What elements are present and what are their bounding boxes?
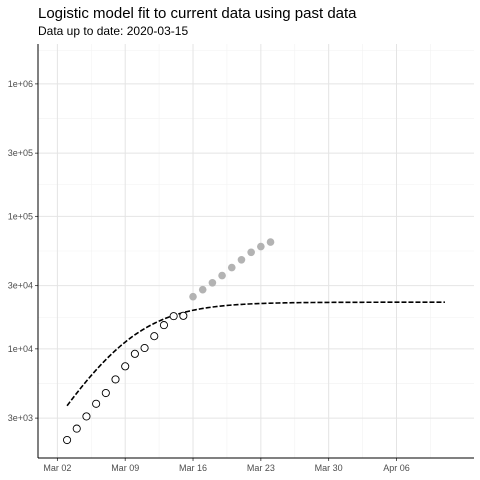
- fit-layer: [66, 301, 445, 407]
- x-tick-label: Mar 02: [43, 463, 71, 473]
- y-tick-label: 3e+03: [8, 413, 33, 423]
- observed-point: [82, 412, 91, 421]
- points-layer: [63, 238, 275, 445]
- y-tick-label: 1e+06: [8, 79, 33, 89]
- observed-point: [140, 343, 149, 353]
- y-tick-label: 1e+05: [8, 211, 33, 221]
- observed-point: [111, 375, 120, 384]
- observed-point: [92, 399, 101, 408]
- future-point: [198, 285, 207, 294]
- y-tick-label: 3e+05: [8, 148, 33, 158]
- x-tick-label: Mar 16: [179, 463, 207, 473]
- observed-point: [121, 362, 130, 371]
- observed-point: [169, 312, 178, 321]
- chart-subtitle: Data up to date: 2020-03-15: [38, 24, 188, 38]
- future-point: [189, 292, 197, 301]
- grid-lines: [38, 44, 474, 458]
- observed-point: [130, 349, 139, 358]
- future-point: [237, 255, 246, 264]
- axes: Mar 02 Mar 09 Mar 16 Mar 23 Mar 30 Apr 06 3e+0…: [8, 44, 474, 473]
- future-point: [266, 238, 275, 246]
- observed-point: [150, 332, 159, 341]
- future-point: [208, 279, 217, 287]
- observed-point: [179, 311, 188, 320]
- x-tick-label: Mar 23: [247, 463, 275, 473]
- observed-point: [72, 424, 81, 433]
- future-point: [247, 248, 255, 257]
- x-tick-label: Mar 30: [315, 463, 343, 473]
- observed-point: [101, 388, 110, 398]
- x-tick-label: Mar 09: [111, 463, 139, 473]
- observed-point: [159, 321, 169, 330]
- future-point: [227, 263, 236, 272]
- logistic-fit-line: [66, 301, 445, 407]
- future-point: [257, 242, 265, 251]
- y-tick-label: 1e+04: [8, 344, 33, 354]
- observed-point: [63, 435, 72, 445]
- future-point: [218, 271, 226, 280]
- chart-title: Logistic model fit to current data using…: [38, 5, 357, 22]
- x-tick-label: Apr 06: [383, 463, 410, 473]
- y-tick-label: 3e+04: [8, 281, 33, 291]
